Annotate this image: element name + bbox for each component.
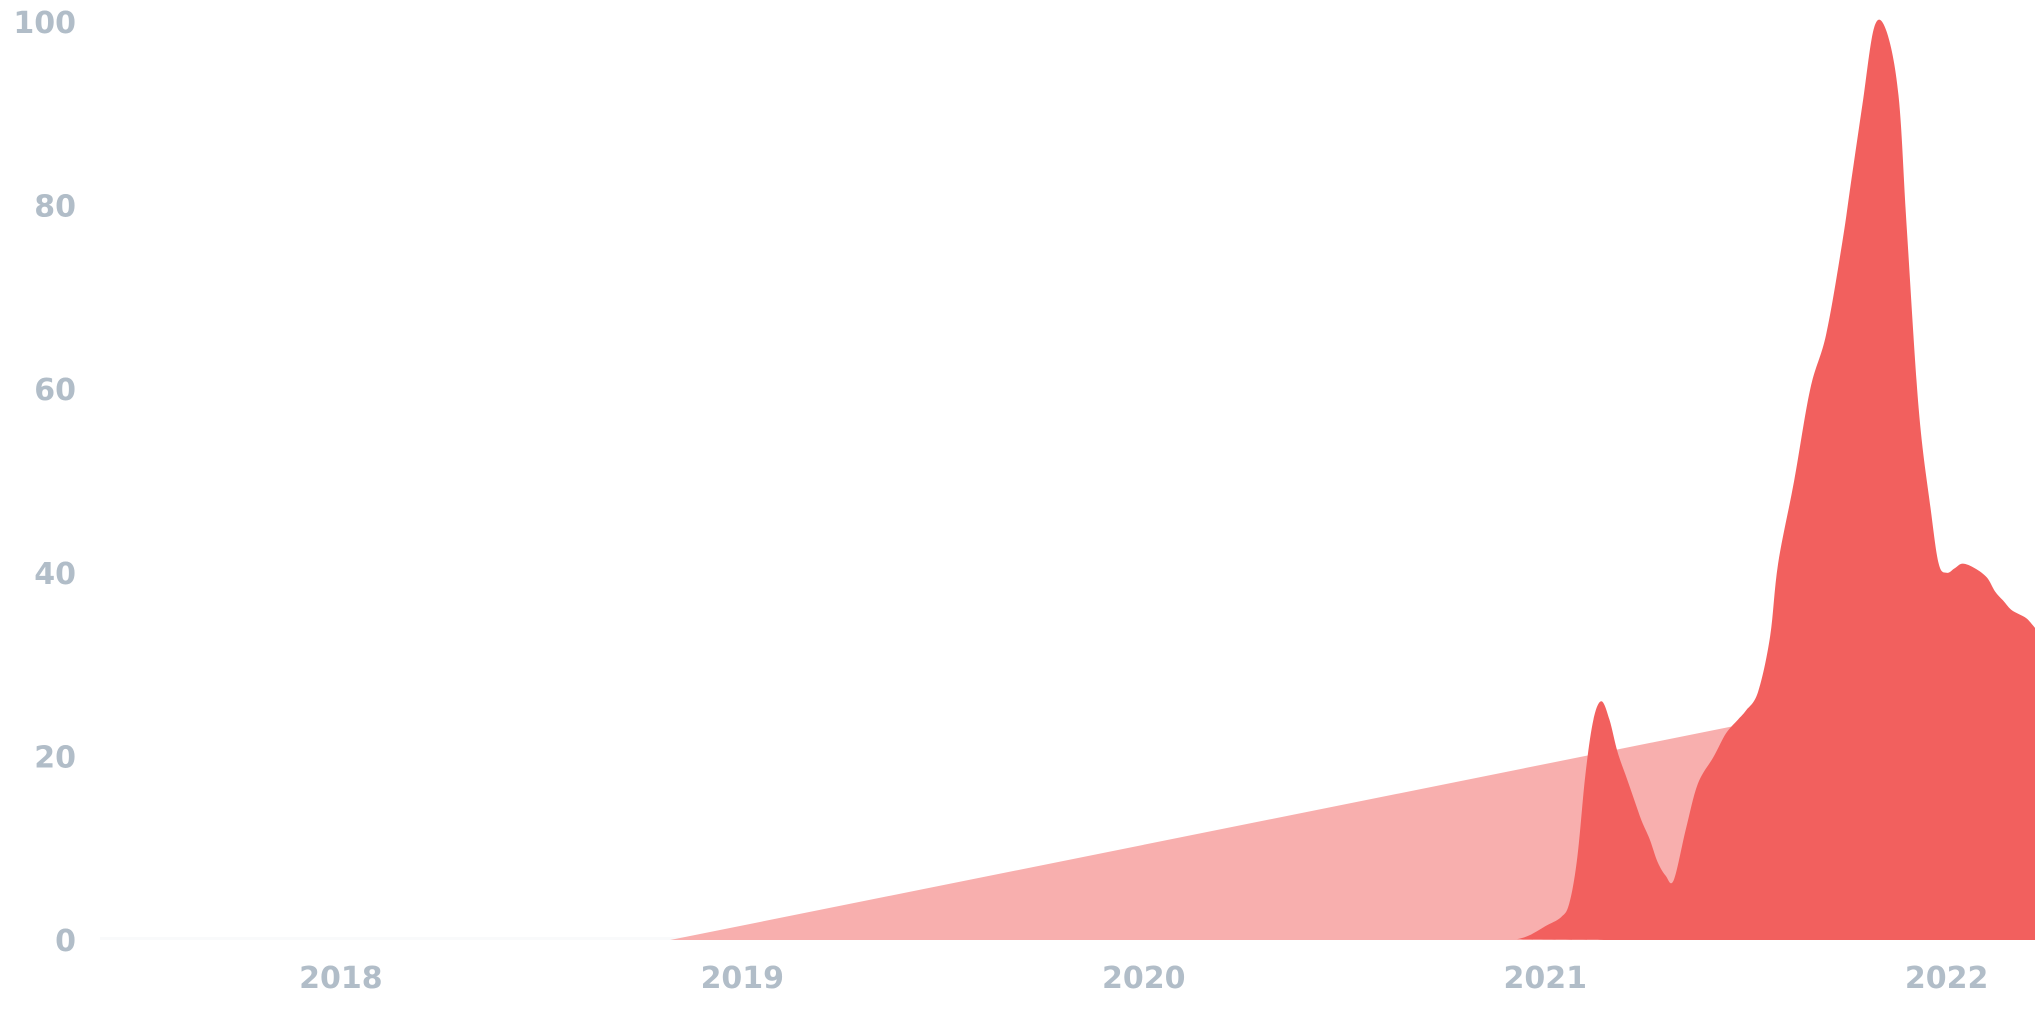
x-tick-label: 2021 xyxy=(1503,961,1587,996)
y-tick-label: 40 xyxy=(34,557,76,592)
series-areas xyxy=(100,19,2035,941)
light-area-series xyxy=(100,701,2035,940)
dark-area-series xyxy=(100,19,2035,941)
x-tick-label: 2019 xyxy=(701,961,785,996)
y-tick-label: 0 xyxy=(55,924,76,959)
x-tick-label: 2020 xyxy=(1102,961,1186,996)
y-tick-label: 80 xyxy=(34,190,76,225)
y-axis-labels: 0 20 40 60 80 100 xyxy=(13,6,76,959)
y-tick-label: 100 xyxy=(13,6,76,41)
x-tick-label: 2022 xyxy=(1905,961,1989,996)
x-axis-labels: 2018 2019 2020 2021 2022 xyxy=(299,961,1988,996)
y-tick-label: 60 xyxy=(34,373,76,408)
y-tick-label: 20 xyxy=(34,740,76,775)
x-tick-label: 2018 xyxy=(299,961,383,996)
